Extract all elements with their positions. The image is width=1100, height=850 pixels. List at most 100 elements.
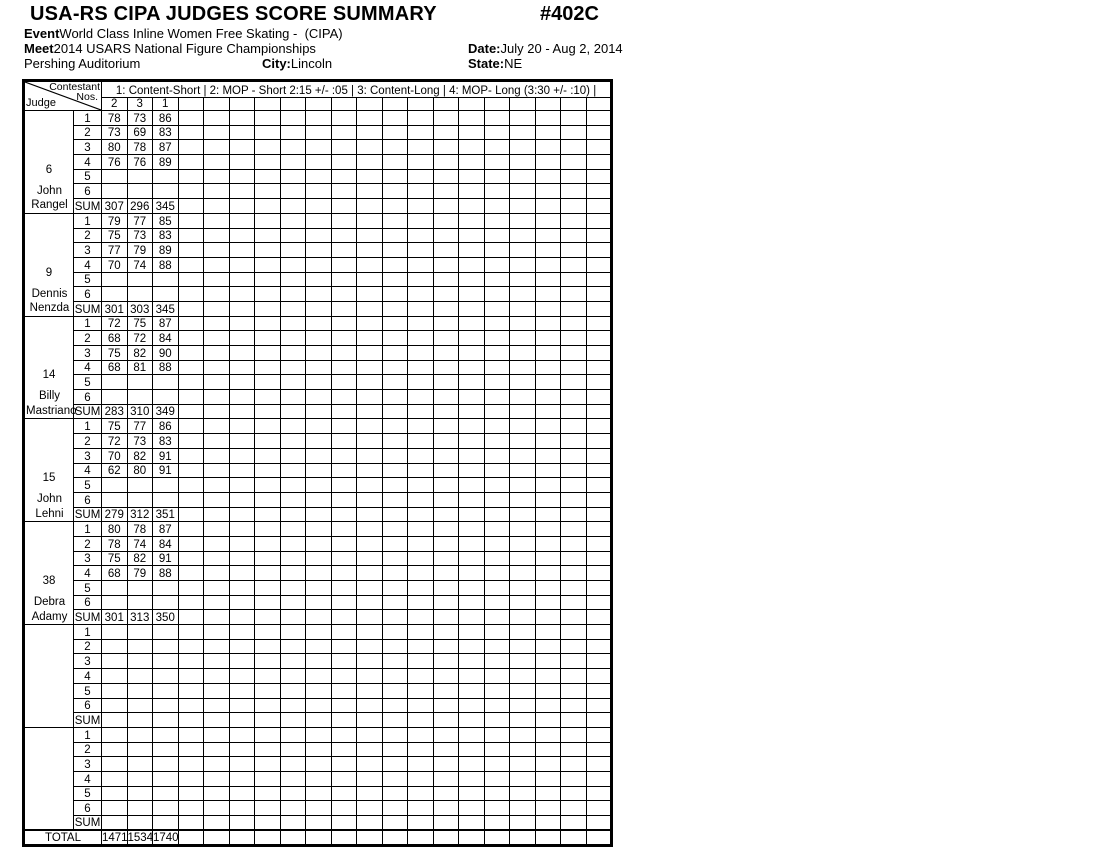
sum-value-cell [356,300,383,317]
score-cell [330,580,357,596]
contestant-number-cell [177,97,204,111]
score-cell [560,154,587,170]
sum-value-cell [254,609,281,626]
score-cell [203,286,230,302]
score-cell: 70 [101,447,128,464]
score-cell [203,227,230,244]
table-row: 3 [24,653,613,670]
sum-value-cell [534,300,561,317]
score-cell [381,345,408,361]
sum-value-cell [432,300,459,317]
score-cell [305,286,332,302]
judge-cell: 14 Billy Mastriano [23,315,77,420]
score-cell [356,741,383,758]
score-cell [381,168,408,185]
score-cell [228,697,255,714]
score-cell [585,682,613,699]
score-cell [356,110,383,126]
score-cell [279,580,306,596]
score-cell [585,580,613,596]
score-cell [509,374,536,391]
score-cell [305,785,332,802]
score-cell [279,124,306,141]
contestant-number-cell [483,97,510,111]
score-cell [228,183,255,200]
score-cell [458,168,485,185]
score-cell: 76 [101,154,128,170]
score-cell [126,389,153,405]
score-cell [432,374,459,391]
sum-value-cell: 312 [126,506,153,523]
contestant-number-cell [432,97,459,111]
meet-value: 2014 USARS National Figure Championships [53,41,316,56]
table-row: 1 [23,726,613,831]
total-value-cell: 1740 [152,829,179,846]
sum-value-cell [509,815,536,831]
table-row: 5 [24,271,613,288]
score-cell [458,800,485,816]
score-cell [458,227,485,244]
table-row: 6 [24,800,613,816]
sum-value-cell [126,815,153,831]
score-cell [228,212,255,229]
score-cell [152,756,179,772]
sum-value-cell [152,815,179,831]
score-cell [126,770,153,787]
total-value-cell [407,829,434,846]
score-cell [126,668,153,684]
sum-value-cell: 350 [152,609,179,626]
score-cell [381,286,408,302]
score-cell: 79 [126,242,153,258]
row-label-cell: 5 [73,580,102,596]
score-cell [177,550,204,567]
score-cell [509,462,536,479]
judge-number: 38 [42,575,56,588]
score-cell: 91 [152,550,179,567]
score-cell [203,447,230,464]
city-label: City: [262,56,291,71]
score-cell: 87 [152,521,179,537]
score-cell [407,154,434,170]
sum-label-cell: SUM [73,403,102,420]
judge-cell: 38 Debra Adamy [23,521,74,626]
sum-value-cell [356,198,383,214]
row-label-cell: 4 [73,565,102,581]
sum-value-cell [305,198,332,214]
score-cell [305,183,332,200]
score-cell [356,682,383,699]
score-cell [228,550,255,567]
sum-value-cell [203,815,230,831]
score-cell [228,800,255,816]
score-cell [509,315,536,332]
score-cell [177,565,204,581]
score-cell [126,286,153,302]
sum-value-cell [585,712,613,728]
score-cell [585,770,613,787]
score-cell [509,521,536,537]
score-cell [101,580,128,596]
score-cell [509,345,536,361]
sum-value-cell [279,609,306,626]
score-cell [228,139,255,156]
score-cell: 75 [101,227,128,244]
score-cell [356,183,383,200]
score-cell [152,741,179,758]
sum-value-cell [356,506,383,523]
score-cell [585,521,613,537]
score-cell [177,594,204,611]
score-cell [509,154,536,170]
sum-value-cell [458,712,485,728]
score-cell [203,521,230,537]
score-cell [254,697,281,714]
sum-value-cell [203,403,230,420]
score-cell [228,345,255,361]
venue-name: Pershing Auditorium [24,56,141,71]
score-cell [305,756,332,772]
contestant-number-cell: 3 [126,97,153,111]
row-label-cell: 1 [73,212,102,229]
score-cell [381,374,408,391]
score-cell [534,124,561,141]
sum-value-cell [483,609,510,626]
score-cell [432,154,459,170]
score-cell [534,491,561,508]
